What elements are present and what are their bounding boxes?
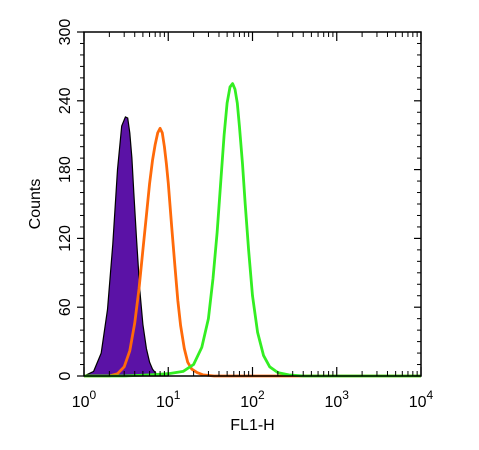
y-tick-label: 60: [57, 298, 74, 316]
x-axis: 100 101 102 103 104: [72, 32, 434, 411]
x-tick-label: 102: [240, 388, 265, 411]
y-tick-label: 180: [57, 156, 74, 183]
series-layer: [83, 82, 421, 378]
x-axis-label: FL1-H: [230, 417, 274, 434]
y-tick-label: 0: [57, 371, 74, 380]
x-tick-label: 104: [409, 388, 434, 411]
x-tick-label: 103: [325, 388, 350, 411]
y-tick-label: 240: [57, 87, 74, 114]
y-axis-label: Counts: [27, 179, 44, 230]
y-tick-label: 120: [57, 225, 74, 252]
x-tick-label: 100: [72, 388, 97, 411]
y-tick-label: 300: [57, 19, 74, 46]
x-tick-label: 101: [156, 388, 181, 411]
y-axis: 0 60 120 180 240 300: [57, 19, 421, 380]
series-1-area: [83, 116, 169, 377]
series-2-line: [84, 126, 421, 378]
series-3-line: [84, 82, 421, 378]
